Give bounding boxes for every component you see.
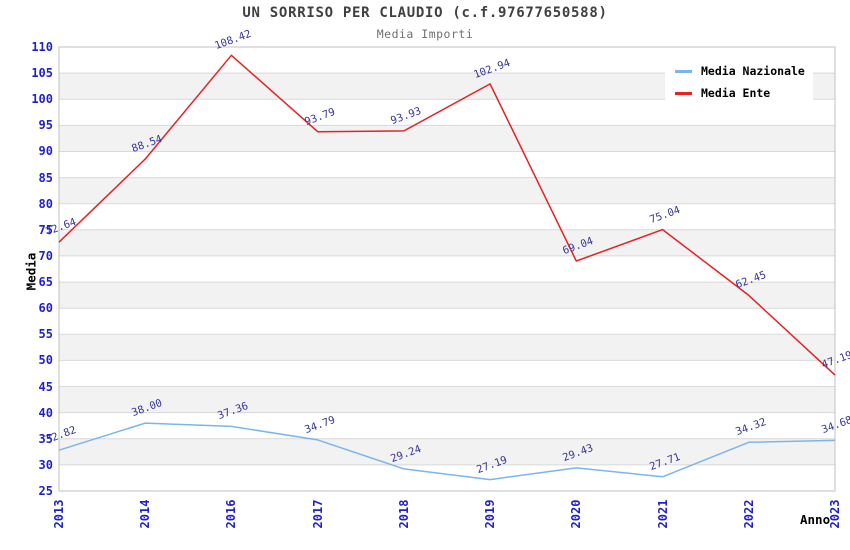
plot-border (58, 46, 836, 492)
chart-subtitle: Media Importi (376, 27, 474, 41)
legend-label: Media Ente (701, 86, 771, 100)
legend-item-media-nazionale[interactable]: Media Nazionale (665, 60, 813, 82)
x-axis-title: Anno (800, 512, 831, 527)
chart-title: UN SORRISO PER CLAUDIO (c.f.97677650588) (242, 5, 608, 21)
grid-band (59, 125, 835, 152)
legend-label: Media Nazionale (701, 64, 805, 78)
legend-item-media-ente[interactable]: Media Ente (665, 82, 813, 104)
grid-band (59, 229, 835, 256)
series-line-media-ente (58, 54, 836, 376)
y-axis-title: Media (23, 252, 39, 291)
grid-band (59, 386, 835, 413)
series-line-media-nazionale (58, 422, 836, 481)
legend-swatch-icon (675, 91, 692, 95)
grid-band (59, 334, 835, 361)
grid-band (59, 282, 835, 309)
legend: Media Nazionale Media Ente (665, 57, 813, 107)
grid-band (59, 438, 835, 465)
legend-swatch-icon (675, 69, 692, 73)
grid-band (59, 177, 835, 204)
